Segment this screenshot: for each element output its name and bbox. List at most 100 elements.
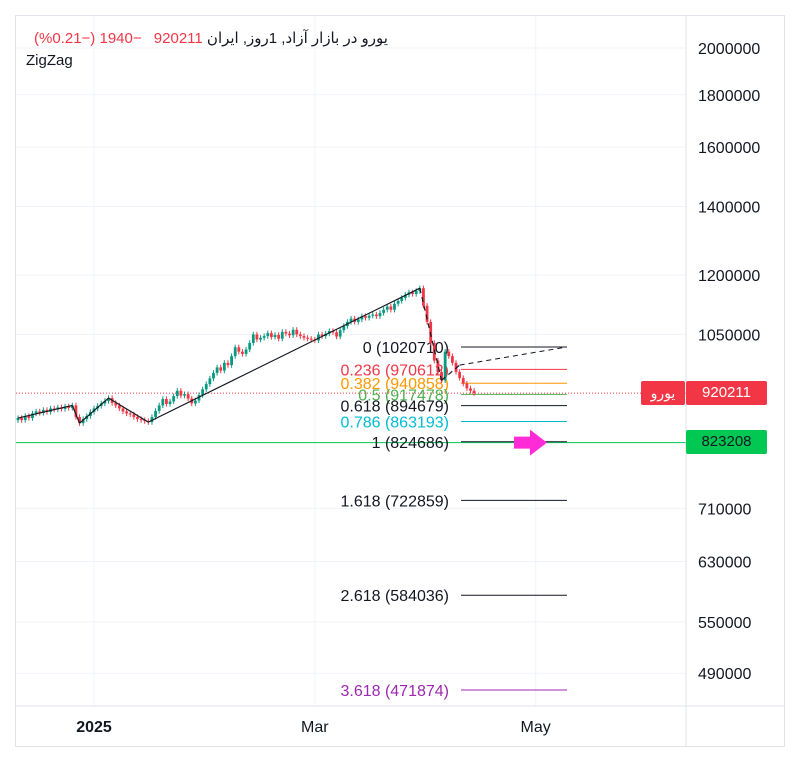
candle-body: [443, 351, 447, 381]
candle-body: [193, 400, 197, 404]
chart-frame: [15, 15, 785, 747]
fib-level-label: 0.618 (894679): [340, 399, 449, 416]
indicator-name[interactable]: ZigZag: [26, 52, 73, 69]
candle-body: [280, 331, 284, 339]
candle-body: [179, 390, 183, 396]
candle-body: [393, 303, 396, 310]
candle-body: [335, 332, 338, 337]
candle-body: [165, 399, 168, 404]
candle-body: [425, 305, 429, 322]
candle-body: [41, 409, 45, 413]
y-tick-label: 1600000: [698, 140, 760, 157]
candle-body: [251, 334, 255, 343]
candle-body: [291, 329, 295, 336]
candle-body: [367, 315, 371, 318]
candle-body: [74, 405, 78, 418]
zigzag-line: [17, 287, 568, 424]
candle-body: [183, 394, 186, 396]
candle-body: [215, 367, 219, 373]
candle-body: [139, 419, 143, 421]
y-tick-label: 2000000: [698, 41, 760, 58]
zigzag-segment: [17, 404, 73, 419]
x-tick-label: May: [521, 719, 551, 736]
y-tick-label: 550000: [698, 615, 751, 632]
last-price: 920211: [153, 30, 203, 47]
candle-body: [81, 419, 85, 424]
zigzag-segment: [441, 364, 461, 381]
candle-body: [317, 334, 320, 341]
fib-level-label: 2.618 (584036): [340, 588, 449, 605]
candle-body: [244, 349, 248, 354]
candle-body: [295, 329, 299, 335]
grid: [16, 16, 686, 706]
candle-body: [219, 367, 223, 371]
candle-body: [248, 342, 252, 350]
candle-body: [107, 398, 110, 401]
candle-body: [374, 314, 378, 317]
candle-body: [414, 290, 418, 294]
candle-body: [472, 390, 476, 394]
candle-body: [197, 395, 201, 401]
zigzag-segment: [108, 397, 149, 423]
last-price-tag: 920211: [686, 381, 767, 405]
candle-body: [403, 294, 407, 298]
candle-body: [154, 410, 157, 418]
x-tick-label: Mar: [301, 719, 329, 736]
candle-body: [447, 351, 451, 357]
candle-body: [222, 362, 226, 371]
candle-body: [201, 389, 205, 396]
candle-body: [349, 318, 353, 322]
candle-body: [385, 306, 389, 310]
candle-body: [150, 417, 154, 423]
candle-body: [20, 418, 24, 421]
candle-body: [27, 415, 31, 419]
candle-body: [371, 314, 375, 316]
symbol-title[interactable]: یورو در بازار آزاد, 1روز, ایران: [206, 30, 388, 47]
candle-body: [117, 405, 121, 409]
candle-body: [161, 399, 165, 406]
arrow-marker: [514, 429, 547, 456]
symbol-row: یورو در بازار آزاد, 1روز, ایران 920211 −…: [26, 28, 388, 50]
candle-body: [52, 408, 56, 410]
candle-body: [168, 401, 172, 404]
candle-body: [302, 336, 306, 338]
candle-body: [382, 309, 386, 313]
fibonacci-retracement: 0 (1020710) 0.236 (970612)0.382 (940858) 0…: [16, 340, 686, 700]
axes: 2000000 1800000 1600000 1400000 1200000 10500…: [16, 16, 785, 746]
candle-body: [458, 371, 462, 378]
zigzag-projection: [459, 346, 568, 366]
zigzag-segment: [419, 288, 443, 381]
candle-body: [212, 372, 215, 379]
candle-body: [288, 333, 291, 336]
fib-level-label: 0.236 (970612): [340, 362, 449, 379]
candle-body: [186, 394, 190, 399]
candle-body: [233, 347, 237, 357]
candle-body: [78, 417, 81, 424]
candle-body: [230, 356, 233, 366]
candle-body: [469, 388, 472, 391]
candle-body: [241, 351, 244, 354]
zigzag-segment: [71, 405, 81, 424]
candle-body: [136, 417, 139, 420]
candle-body: [465, 383, 469, 389]
candle-body: [342, 326, 346, 331]
candle-body: [128, 413, 132, 415]
candle-body: [67, 406, 71, 408]
candle-body: [284, 331, 288, 334]
candle-body: [273, 334, 277, 337]
fib-level-label: 0.786 (863193): [340, 415, 449, 432]
candle-body: [451, 356, 454, 363]
candle-body: [411, 292, 414, 294]
fib-level-label: 0.382 (940858): [340, 376, 449, 393]
candle-body: [270, 333, 273, 337]
candle-body: [320, 334, 324, 337]
candle-body: [38, 411, 42, 413]
y-tick-label: 490000: [698, 666, 751, 683]
candle-body: [132, 414, 136, 418]
fib-level-label: 0 (1020710): [363, 340, 449, 357]
candle-body: [422, 288, 425, 306]
candle-body: [204, 384, 208, 390]
candle-body: [389, 306, 393, 310]
candle-body: [461, 377, 465, 384]
